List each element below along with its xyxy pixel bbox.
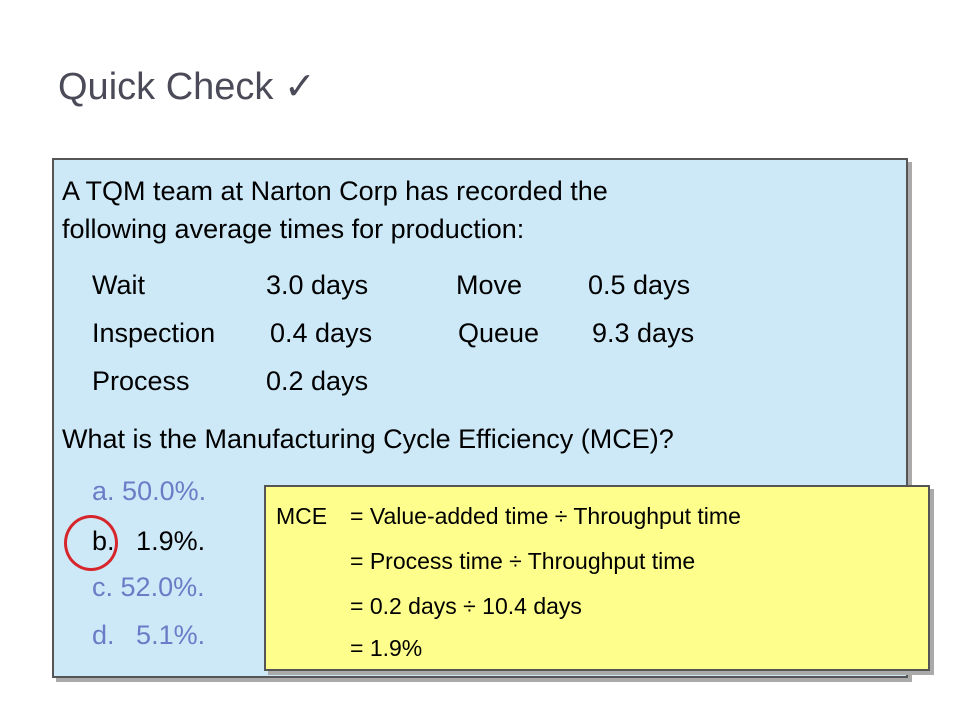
option-value: 50.0%. <box>122 476 207 506</box>
time-label: Move <box>456 270 523 300</box>
time-value: 0.4 days <box>270 318 373 348</box>
option-d[interactable]: d. 5.1%. <box>92 620 205 651</box>
option-value: 1.9%. <box>136 526 206 556</box>
solution-line: MCE = Value-added time ÷ Throughput time <box>276 503 741 530</box>
time-label: Queue <box>458 318 540 348</box>
correct-answer-circle <box>64 515 118 571</box>
solution-line: = Process time ÷ Throughput time <box>350 548 695 575</box>
option-letter: c. <box>92 572 114 602</box>
option-value: 52.0%. <box>120 572 205 602</box>
intro-line-2: following average times for production: <box>62 214 525 244</box>
time-label: Process <box>92 366 190 396</box>
solution-text: = Value-added time ÷ Throughput time <box>350 503 741 529</box>
problem-intro: A TQM team at Narton Corp has recorded t… <box>62 172 608 248</box>
solution-text: = 1.9% <box>350 635 423 661</box>
title-text: Quick Check <box>58 66 274 108</box>
time-label: Inspection <box>92 318 216 348</box>
time-label: Wait <box>92 270 145 300</box>
time-value: 0.5 days <box>588 270 691 300</box>
solution-panel <box>264 485 930 671</box>
solution-text: = Process time ÷ Throughput time <box>350 548 696 574</box>
solution-text: = 0.2 days ÷ 10.4 days <box>350 593 582 619</box>
time-value: 3.0 days <box>266 270 369 300</box>
option-a[interactable]: a. 50.0%. <box>92 476 206 507</box>
slide-title: Quick Check ✓ <box>58 64 316 109</box>
option-letter: a. <box>92 476 115 506</box>
checkmark-icon: ✓ <box>283 66 316 108</box>
solution-prefix: MCE <box>276 503 328 529</box>
option-value: 5.1%. <box>136 620 206 650</box>
solution-line: = 1.9% <box>350 635 422 662</box>
intro-line-1: A TQM team at Narton Corp has recorded t… <box>62 176 608 206</box>
option-c[interactable]: c. 52.0%. <box>92 572 205 603</box>
time-value: 9.3 days <box>592 318 695 348</box>
option-letter: d. <box>92 620 115 650</box>
solution-line: = 0.2 days ÷ 10.4 days <box>350 593 582 620</box>
question-text: What is the Manufacturing Cycle Efficien… <box>62 424 674 454</box>
time-value: 0.2 days <box>266 366 369 396</box>
